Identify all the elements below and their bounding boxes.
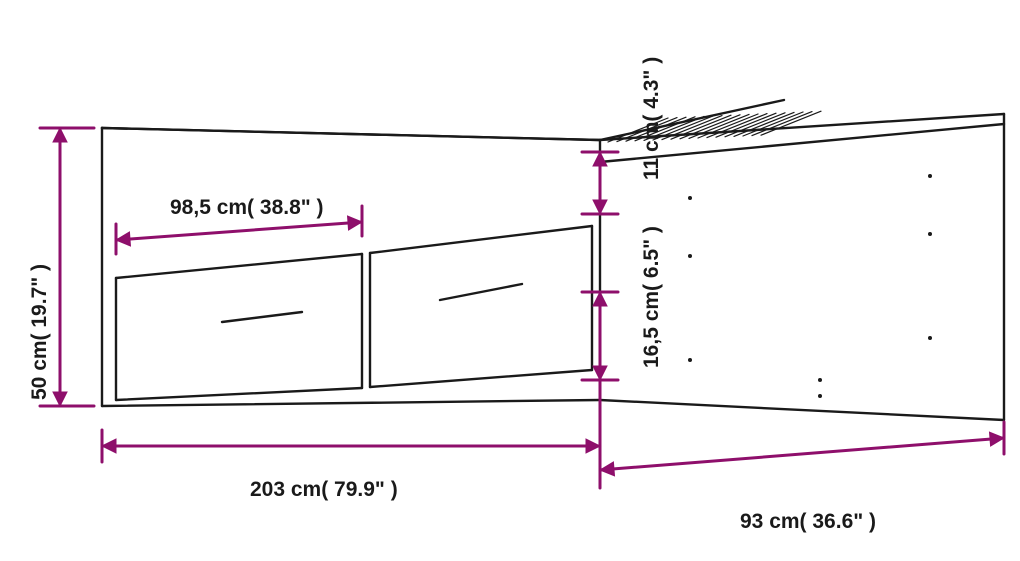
dim-length-203: 203 cm( 79.9" ) [250, 478, 398, 502]
diagram-svg [0, 0, 1020, 561]
product-outline [102, 100, 1004, 420]
dimension-lines [40, 128, 1004, 488]
dim-height-50: 50 cm( 19.7" ) [28, 264, 52, 400]
dim-width-93: 93 cm( 36.6" ) [740, 510, 876, 534]
dim-drawer-h-165: 16,5 cm( 6.5" ) [640, 226, 664, 368]
dim-gap-11: 11 cm( 4.3" ) [640, 57, 664, 180]
dim-drawer-985: 98,5 cm( 38.8" ) [170, 196, 324, 220]
